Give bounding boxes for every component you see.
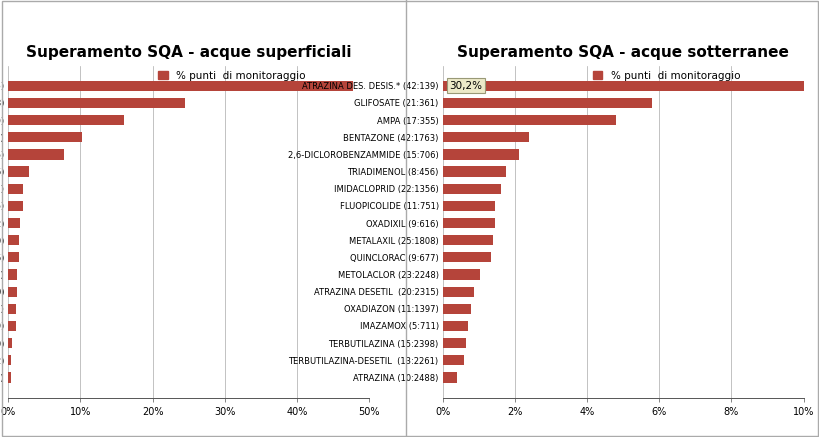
Bar xyxy=(442,372,457,382)
Bar xyxy=(442,81,819,91)
Bar xyxy=(442,304,471,314)
Bar xyxy=(442,321,468,331)
Bar xyxy=(442,235,492,245)
Text: 30,2%: 30,2% xyxy=(449,81,482,91)
Bar xyxy=(8,355,11,365)
Bar xyxy=(8,269,17,280)
Bar xyxy=(442,355,464,365)
Legend: % punti  di monitoraggio: % punti di monitoraggio xyxy=(158,71,305,81)
Bar xyxy=(442,115,615,125)
Bar xyxy=(8,321,16,331)
Bar xyxy=(8,132,81,142)
Bar xyxy=(442,269,479,280)
Bar xyxy=(8,235,19,245)
Bar xyxy=(8,98,184,108)
Bar xyxy=(442,338,465,348)
Bar xyxy=(442,201,495,211)
Bar xyxy=(8,115,124,125)
Title: Superamento SQA - acque superficiali: Superamento SQA - acque superficiali xyxy=(26,45,351,60)
Legend: % punti  di monitoraggio: % punti di monitoraggio xyxy=(592,71,740,81)
Bar xyxy=(8,218,20,228)
Bar xyxy=(8,149,64,160)
Bar xyxy=(442,184,500,194)
Bar xyxy=(8,201,23,211)
Bar xyxy=(8,372,11,382)
Bar xyxy=(8,166,29,177)
Bar xyxy=(442,98,652,108)
Bar xyxy=(442,287,473,297)
Bar xyxy=(442,149,518,160)
Bar xyxy=(442,218,495,228)
Bar xyxy=(8,338,12,348)
Bar xyxy=(8,304,16,314)
Bar xyxy=(8,184,23,194)
Bar xyxy=(442,132,528,142)
Bar xyxy=(8,252,19,263)
Title: Superamento SQA - acque sotterranee: Superamento SQA - acque sotterranee xyxy=(457,45,788,60)
Bar xyxy=(442,166,505,177)
Bar xyxy=(8,287,17,297)
Bar xyxy=(8,81,353,91)
Bar xyxy=(442,252,491,263)
